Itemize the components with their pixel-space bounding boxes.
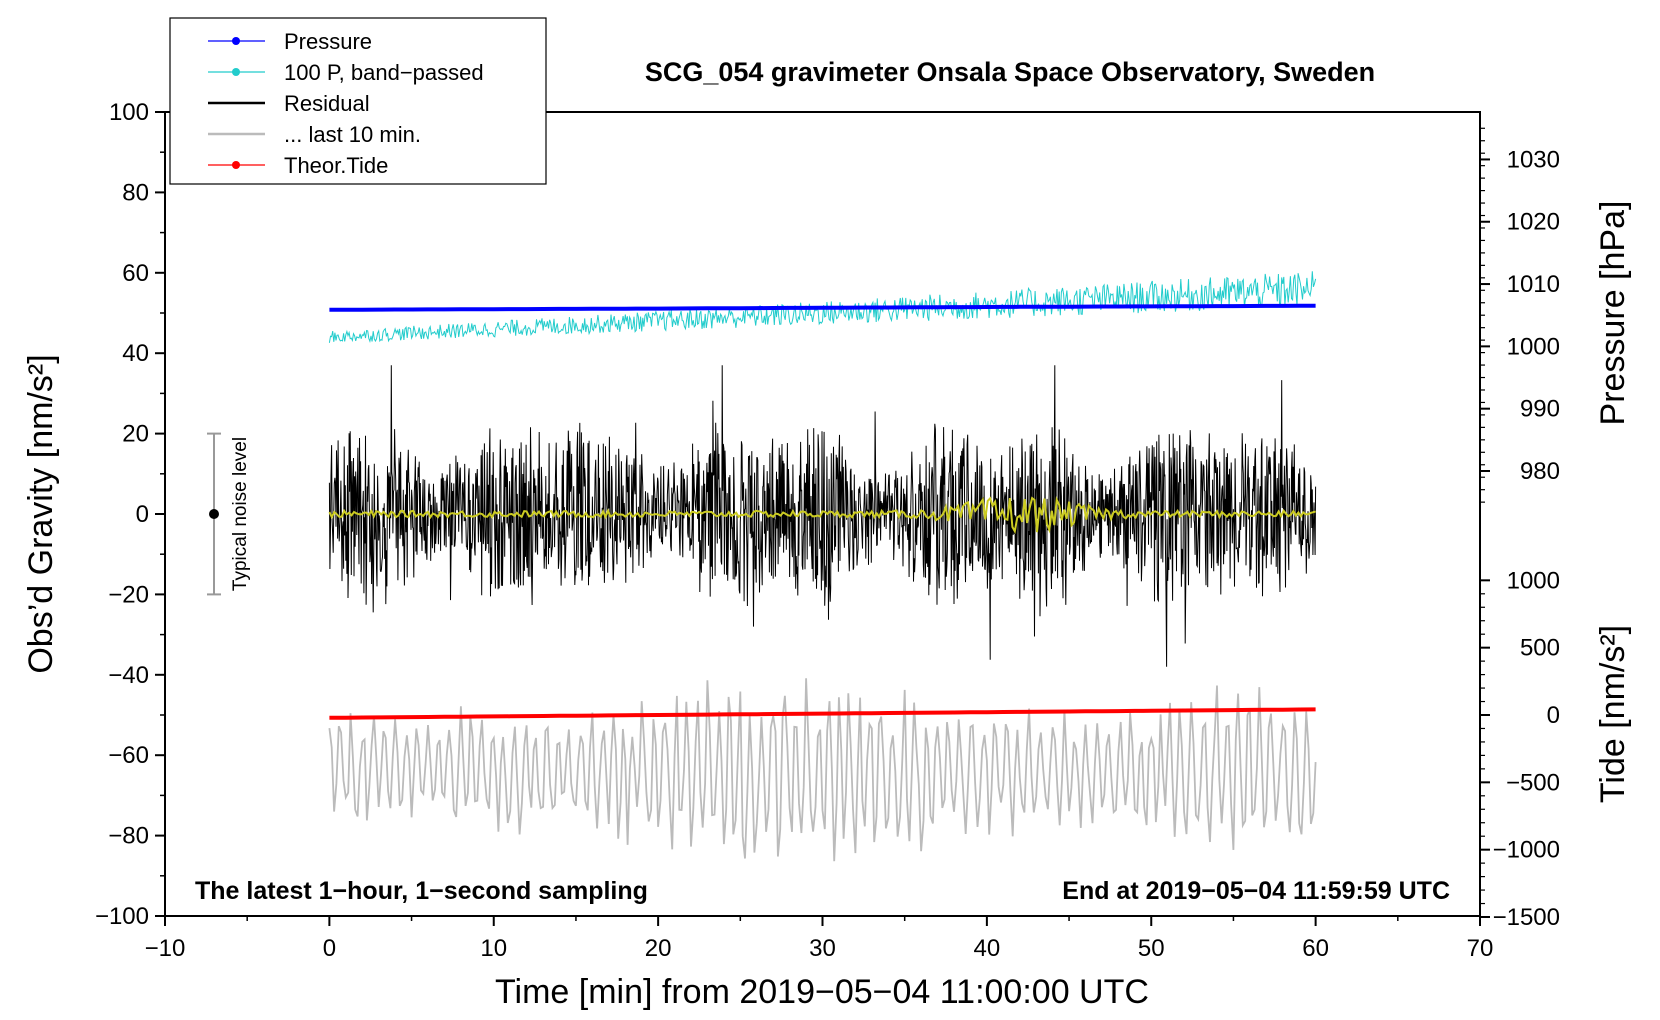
x-tick-label: −10 [145, 935, 186, 962]
y-tick-label: −100 [95, 903, 149, 930]
pressure-tick-label: 980 [1520, 458, 1560, 485]
x-tick-label: 70 [1467, 935, 1494, 962]
y-tick-label: 0 [136, 501, 149, 528]
pressure-tick-label: 1020 [1507, 209, 1560, 236]
y-tick-label: 20 [122, 421, 149, 448]
x-tick-label: 40 [974, 935, 1001, 962]
y-tick-label: 40 [122, 340, 149, 367]
pressure-axis: 1030 1020 1010 1000 990 980 [1480, 127, 1560, 503]
legend-marker [232, 37, 240, 45]
series-layer [328, 271, 1317, 862]
tide-tick-label: 1000 [1507, 567, 1560, 594]
legend-marker [232, 68, 240, 76]
residual-smoothed-line [328, 496, 1316, 535]
annotation-end-time: End at 2019−05−04 11:59:59 UTC [1062, 877, 1450, 905]
tide-tick-label: 0 [1547, 702, 1560, 729]
pressure-axis-title: Pressure [hPa] [1594, 201, 1632, 426]
legend-label: Pressure [284, 29, 372, 54]
y-tick-label: −60 [108, 742, 149, 769]
y-tick-label: 60 [122, 260, 149, 287]
theoretical-tide-line [329, 707, 1316, 720]
tide-axis: 1000 500 0 −500 −1000 −1500 [1480, 567, 1560, 931]
y-tick-label: 100 [109, 99, 149, 126]
legend-label: 100 P, band−passed [284, 60, 484, 85]
noise-indicator: Typical noise level [207, 432, 251, 596]
tide-tick-label: −500 [1506, 769, 1560, 796]
chart-title: SCG_054 gravimeter Onsala Space Observat… [645, 57, 1375, 87]
x-tick-label: 0 [323, 935, 336, 962]
legend-label: ... last 10 min. [284, 122, 421, 147]
legend-label: Theor.Tide [284, 153, 388, 178]
y-tick-label: −20 [108, 581, 149, 608]
pressure-line [329, 303, 1316, 312]
legend: Pressure 100 P, band−passed Residual ... la… [169, 17, 547, 185]
y-axis-title: Obs’d Gravity [nm/s²] [22, 354, 60, 673]
x-tick-label: 60 [1302, 935, 1329, 962]
x-tick-label: 10 [480, 935, 507, 962]
y-tick-label: −40 [108, 662, 149, 689]
pressure-tick-label: 1030 [1507, 146, 1560, 173]
y-tick-label: −80 [108, 823, 149, 850]
pressure-tick-label: 1010 [1507, 271, 1560, 298]
y-tick-label: 80 [122, 179, 149, 206]
tide-tick-label: −1500 [1493, 904, 1560, 931]
band-passed-pressure-line [328, 271, 1317, 343]
legend-marker [232, 161, 240, 169]
noise-label: Typical noise level [230, 437, 251, 591]
tide-tick-label: −1000 [1493, 837, 1560, 864]
annotation-sampling: The latest 1−hour, 1−second sampling [195, 877, 648, 905]
x-axis-title: Time [min] from 2019−05−04 11:00:00 UTC [495, 973, 1149, 1011]
last-10-min-line [328, 678, 1317, 862]
residual-line [328, 365, 1317, 667]
x-tick-label: 20 [645, 935, 672, 962]
tide-tick-label: 500 [1520, 635, 1560, 662]
noise-center-dot [209, 509, 219, 519]
y-axis: 100 80 60 40 20 0 −20 −40 −60 −80 −100 [95, 99, 165, 930]
pressure-tick-label: 1000 [1507, 333, 1560, 360]
x-tick-label: 30 [809, 935, 836, 962]
legend-label: Residual [284, 91, 370, 116]
x-tick-label: 50 [1138, 935, 1165, 962]
tide-axis-title: Tide [nm/s²] [1594, 625, 1632, 803]
legend-box [169, 17, 547, 185]
pressure-tick-label: 990 [1520, 396, 1560, 423]
x-axis: −10 0 10 20 30 40 50 60 70 [145, 916, 1494, 962]
